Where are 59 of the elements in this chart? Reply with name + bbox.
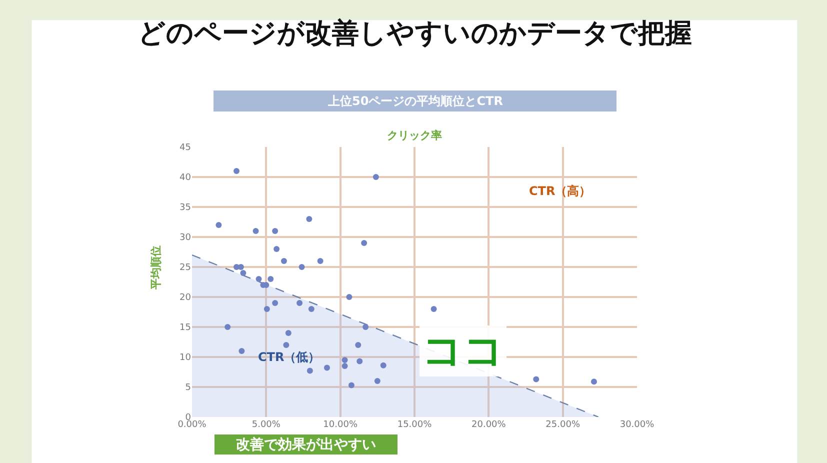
x-tick-label: 20.00% <box>472 420 506 430</box>
point <box>380 362 386 368</box>
x-tick-label: 25.00% <box>546 420 580 430</box>
x-tick-label: 5.00% <box>252 420 281 430</box>
point <box>283 342 290 348</box>
point <box>280 258 287 264</box>
point <box>240 270 246 276</box>
point <box>361 240 368 246</box>
point <box>306 216 312 222</box>
point <box>296 300 303 306</box>
point <box>264 306 270 312</box>
y-tick-label: 45 <box>180 143 191 154</box>
point <box>274 246 280 252</box>
y-tick-label: 35 <box>180 203 191 214</box>
point <box>306 368 313 374</box>
point <box>308 306 314 312</box>
point <box>234 168 240 174</box>
y-tick-label: 25 <box>180 263 191 274</box>
chart-title: どのページが改善しやすいのかデータで把握 <box>138 18 692 49</box>
annotation: CTR（低） <box>258 350 320 364</box>
point <box>342 357 348 363</box>
y-axis-title: 平均順位 <box>150 246 162 290</box>
point <box>362 324 369 330</box>
x-axis-title: クリック率 <box>387 129 442 142</box>
point <box>372 174 379 180</box>
point <box>256 276 262 282</box>
x-tick-label: 15.00% <box>397 420 432 430</box>
point <box>285 330 292 336</box>
point <box>224 324 231 330</box>
point <box>430 306 437 312</box>
point <box>374 378 380 384</box>
annotation: CTR（高） <box>529 184 592 198</box>
y-tick-label: 40 <box>180 173 192 184</box>
point <box>324 364 330 371</box>
point <box>298 264 305 270</box>
point <box>533 376 540 382</box>
y-tick-label: 15 <box>180 323 191 334</box>
point <box>272 300 278 306</box>
point <box>252 228 259 234</box>
y-tick-label: 30 <box>180 233 192 244</box>
point <box>342 363 348 369</box>
point <box>268 276 274 282</box>
point <box>272 228 278 234</box>
point <box>356 358 363 364</box>
chart-subtitle: 上位50ページの平均順位とCTR <box>327 94 503 108</box>
y-tick-label: 20 <box>180 293 192 304</box>
point <box>355 342 362 348</box>
point <box>317 258 324 264</box>
text: 改善で効果が出やすい <box>236 436 376 453</box>
point <box>346 294 352 300</box>
point <box>590 378 597 385</box>
x-tick-label: 30.00% <box>620 420 655 430</box>
x-tick-label: 10.00% <box>323 420 358 430</box>
annotation: ココ <box>422 328 504 374</box>
point <box>238 348 245 354</box>
point <box>216 222 222 228</box>
y-tick-label: 10 <box>180 353 192 364</box>
y-tick-label: 5 <box>185 383 191 394</box>
point <box>348 382 354 388</box>
